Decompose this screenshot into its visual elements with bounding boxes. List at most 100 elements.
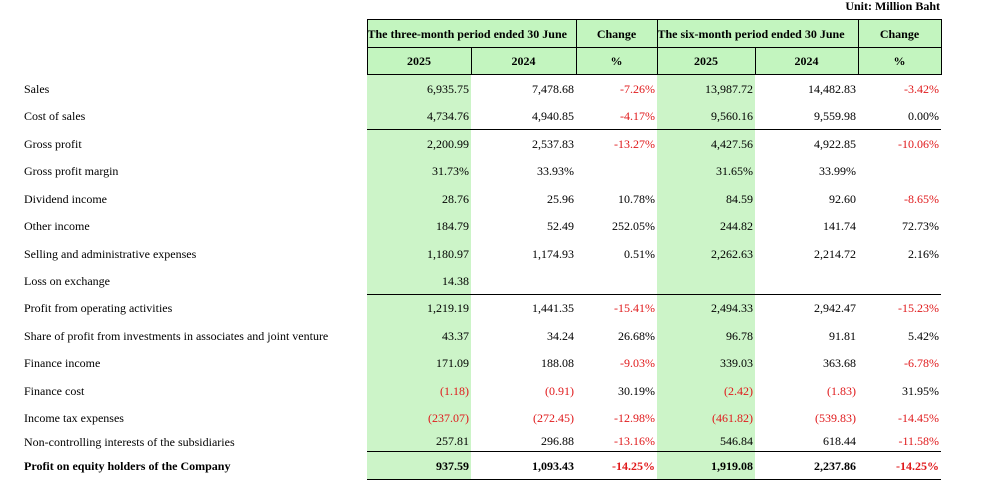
table-cell: 31.65% (657, 157, 755, 185)
table-cell: -4.17% (620, 108, 655, 123)
table-cell: 33.93% (537, 164, 574, 178)
six-month-header: The six-month period ended 30 June (656, 19, 859, 48)
table-cell: 7,478.68 (532, 81, 574, 96)
header-row-years: 2025 2024 % 2025 2024 % (22, 47, 942, 75)
table-cell: 96.78 (657, 321, 755, 350)
table-cell: 13,987.72 (657, 74, 755, 103)
table-cell: 4,427.56 (657, 129, 755, 158)
change-header-3m: Change (575, 19, 658, 48)
table-cell: (272.45) (533, 411, 574, 425)
table-row: Selling and administrative expenses 1,180… (22, 239, 941, 268)
row-label: Profit from operating activities (24, 301, 173, 315)
table-row: Share of profit from investments in asso… (22, 321, 941, 350)
table-cell: 296.88 (541, 434, 574, 449)
row-label: Other income (24, 219, 90, 233)
table-cell: 2,494.33 (657, 294, 755, 322)
table-cell: 43.37 (367, 321, 471, 350)
pct-3m: % (575, 47, 658, 75)
table-row: Finance income 171.09 188.08 -9.03% 339.03 36… (22, 349, 941, 377)
table-cell: (539.83) (815, 411, 856, 425)
table-cell: 618.44 (823, 434, 856, 449)
table-cell (471, 268, 576, 295)
table-cell: 1,093.43 (471, 451, 576, 480)
table-cell (657, 267, 755, 295)
table-cell: 188.08 (541, 356, 574, 370)
table-cell (858, 158, 941, 185)
year-2025-6m: 2025 (656, 47, 756, 75)
table-cell: 1,174.93 (532, 246, 574, 261)
table-cell: (237.07) (367, 404, 471, 432)
table-cell: 4,922.85 (755, 129, 858, 158)
table-row: Gross profit 2,200.99 2,537.83 -13.27% 4,427… (22, 129, 941, 158)
table-cell: 257.81 (367, 431, 471, 452)
table-cell: -13.27% (576, 129, 657, 158)
table-cell: 5.42% (908, 328, 939, 343)
table-cell: 14,482.83 (808, 81, 856, 96)
table-row: Sales 6,935.75 7,478.68 -7.26% 13,987.72 14,4… (22, 74, 941, 103)
table-cell: 2,214.72 (814, 246, 856, 261)
table-cell: 184.79 (367, 212, 471, 240)
row-label: Gross profit (24, 136, 82, 151)
table-cell: -15.41% (576, 294, 657, 322)
table-cell: 252.05% (612, 219, 655, 233)
table-cell: (1.83) (827, 383, 856, 398)
table-row: Profit on equity holders of the Company 9… (22, 451, 941, 480)
table-cell: -12.98% (614, 411, 655, 425)
table-cell: -15.23% (858, 294, 941, 322)
table-cell: 28.76 (367, 184, 471, 213)
table-cell: 9,559.98 (814, 108, 856, 123)
change-header-6m: Change (857, 19, 942, 48)
table-row: Gross profit margin 31.73% 33.93% 31.65% 33.… (22, 157, 941, 185)
table-cell: 84.59 (657, 184, 755, 213)
table-cell: 2.16% (908, 246, 939, 261)
table-cell: 6,935.75 (367, 74, 471, 103)
income-statement-table: The three-month period ended 30 June Cha… (22, 19, 942, 480)
row-label: Cost of sales (24, 109, 86, 123)
table-cell: 339.03 (657, 349, 755, 377)
table-cell: 4,940.85 (532, 108, 574, 123)
table-cell: -11.58% (898, 434, 939, 449)
table-cell: 25.96 (547, 191, 574, 206)
unit-label: Unit: Million Baht (845, 0, 940, 13)
row-label: Non-controlling interests of the subsidi… (24, 434, 235, 449)
row-label: Finance income (24, 356, 101, 370)
table-cell: 31.73% (367, 157, 471, 185)
table-cell: 10.78% (618, 191, 655, 206)
table-cell: 30.19% (618, 383, 655, 398)
table-cell: 937.59 (367, 451, 471, 480)
year-2024-6m: 2024 (754, 47, 859, 75)
table-cell: 31.95% (902, 383, 939, 398)
table-row: Non-controlling interests of the subsidi… (22, 431, 941, 452)
table-cell: -14.45% (898, 411, 939, 425)
table-cell (576, 268, 657, 295)
table-cell: 2,537.83 (471, 129, 576, 158)
table-row: Cost of sales 4,734.76 4,940.85 -4.17% 9,560… (22, 102, 941, 130)
table-row: Finance cost (1.18) (0.91) 30.19% (2.42) (1.8… (22, 376, 941, 405)
table-cell: 9,560.16 (657, 102, 755, 130)
table-cell: -14.25% (858, 451, 941, 480)
row-label: Finance cost (24, 383, 85, 398)
table-cell: 2,200.99 (367, 129, 471, 158)
table-cell: -7.26% (620, 81, 655, 96)
table-cell: 1,441.35 (471, 294, 576, 322)
table-row: Profit from operating activities 1,219.19… (22, 294, 941, 322)
table-cell: (2.42) (657, 376, 755, 405)
table-row: Dividend income 28.76 25.96 10.78% 84.59 92.6… (22, 184, 941, 213)
year-2025-3m: 2025 (366, 47, 472, 75)
table-cell: 0.00% (908, 108, 939, 123)
table-cell: 1,219.19 (367, 294, 471, 322)
table-row: Other income 184.79 52.49 252.05% 244.82 141.… (22, 212, 941, 240)
header-row-periods: The three-month period ended 30 June Cha… (22, 19, 942, 48)
table-cell (858, 268, 941, 295)
table-cell: 2,262.63 (657, 239, 755, 268)
table-cell: (461.82) (657, 404, 755, 432)
row-label: Selling and administrative expenses (24, 246, 197, 261)
table-row: Income tax expenses (237.07) (272.45) -12.9… (22, 404, 941, 432)
table-cell: 0.51% (624, 246, 655, 261)
row-label: Income tax expenses (24, 411, 124, 425)
table-cell (755, 268, 858, 295)
table-cell: (0.91) (545, 383, 574, 398)
row-label: Dividend income (24, 191, 107, 206)
row-label: Sales (24, 81, 50, 96)
table-cell: -14.25% (576, 451, 657, 480)
